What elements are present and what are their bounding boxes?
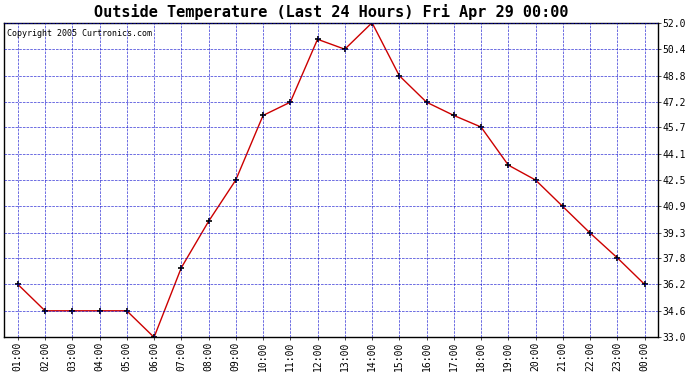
- Text: Copyright 2005 Curtronics.com: Copyright 2005 Curtronics.com: [8, 29, 152, 38]
- Title: Outside Temperature (Last 24 Hours) Fri Apr 29 00:00: Outside Temperature (Last 24 Hours) Fri …: [94, 4, 569, 20]
